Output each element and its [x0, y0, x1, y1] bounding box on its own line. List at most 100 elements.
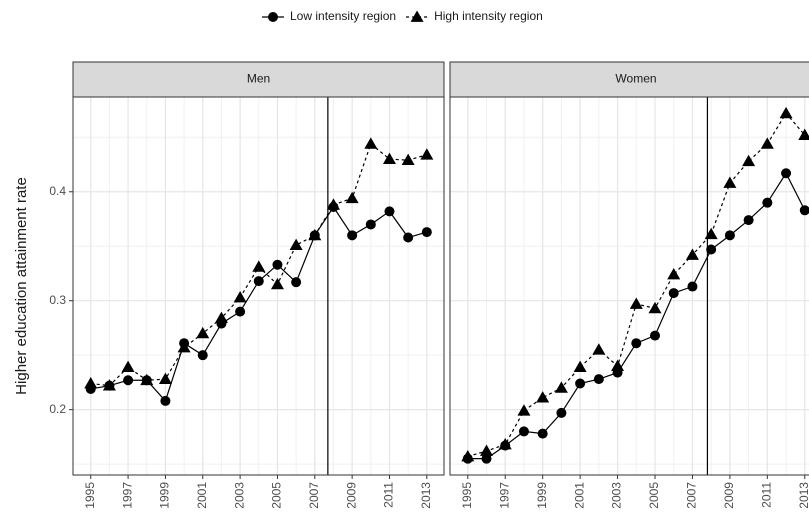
- x-tick-label: 2007: [685, 482, 699, 509]
- point: [762, 197, 773, 208]
- point: [158, 372, 172, 385]
- x-tick-label: 2011: [382, 482, 396, 508]
- point: [781, 168, 792, 179]
- point: [364, 137, 378, 149]
- point: [537, 428, 548, 439]
- point: [575, 378, 586, 389]
- x-tick-label: 1999: [535, 482, 549, 509]
- point: [121, 360, 135, 373]
- point: [480, 444, 494, 456]
- point: [421, 227, 432, 238]
- point: [779, 106, 793, 119]
- y-tick-label: 0.3: [49, 293, 66, 307]
- point: [798, 128, 809, 141]
- point: [743, 215, 754, 226]
- point: [573, 360, 587, 373]
- point: [724, 230, 735, 241]
- point: [102, 379, 116, 391]
- point: [611, 359, 625, 371]
- facet-title: Men: [247, 72, 270, 86]
- point: [308, 228, 322, 241]
- point: [214, 311, 228, 324]
- point: [498, 437, 512, 450]
- x-tick-label: 2007: [307, 482, 321, 509]
- y-tick-label: 0.2: [49, 402, 66, 416]
- x-tick-label: 2009: [722, 482, 736, 509]
- point: [326, 198, 340, 210]
- point: [253, 276, 264, 287]
- point: [177, 341, 191, 353]
- facet-strip: [449, 61, 809, 98]
- point: [667, 268, 681, 280]
- point: [704, 227, 718, 240]
- point: [687, 281, 698, 292]
- point: [347, 230, 358, 241]
- legend-marker: [410, 10, 424, 22]
- point: [668, 288, 679, 299]
- x-tick-label: 1997: [497, 482, 511, 509]
- point: [685, 248, 699, 260]
- legend-marker: [268, 12, 278, 22]
- x-tick-label: 2013: [419, 482, 433, 509]
- legend-label: High intensity region: [434, 9, 543, 23]
- point: [384, 206, 395, 217]
- x-tick-label: 2001: [195, 482, 209, 509]
- y-tick-label: 0.4: [49, 184, 66, 198]
- x-tick-label: 2005: [270, 482, 284, 509]
- x-tick-label: 1995: [460, 482, 474, 509]
- point: [517, 404, 531, 416]
- point: [420, 148, 434, 160]
- legend-label: Low intensity region: [290, 9, 396, 23]
- point: [365, 219, 376, 230]
- x-tick-label: 1999: [158, 482, 172, 509]
- point: [648, 301, 662, 314]
- panel-border: [449, 96, 809, 476]
- point: [706, 244, 717, 255]
- point: [481, 453, 492, 464]
- point: [382, 152, 396, 164]
- point: [289, 238, 303, 251]
- point: [518, 426, 529, 437]
- point: [403, 232, 414, 243]
- x-tick-label: 2013: [797, 482, 809, 509]
- x-tick-label: 1997: [120, 482, 134, 509]
- point: [556, 407, 567, 418]
- point: [160, 395, 171, 406]
- point: [252, 260, 266, 272]
- point: [593, 374, 604, 385]
- point: [235, 306, 246, 317]
- point: [123, 375, 134, 386]
- point: [742, 154, 756, 167]
- point: [461, 449, 475, 462]
- point: [760, 137, 774, 149]
- point: [272, 259, 283, 270]
- x-tick-label: 2009: [344, 482, 358, 509]
- point: [291, 277, 302, 288]
- point: [233, 290, 247, 303]
- facet-title: Women: [615, 72, 656, 86]
- point: [650, 330, 661, 341]
- point: [196, 326, 210, 339]
- x-tick-label: 2003: [232, 482, 246, 509]
- y-axis-label: Higher education attainment rate: [13, 177, 30, 395]
- point: [140, 373, 154, 386]
- point: [345, 191, 359, 204]
- point: [270, 277, 284, 290]
- panel-border: [72, 96, 445, 476]
- point: [629, 297, 643, 309]
- x-tick-label: 1995: [83, 482, 97, 509]
- point: [401, 153, 415, 166]
- x-tick-label: 2003: [610, 482, 624, 509]
- point: [592, 343, 606, 355]
- x-tick-label: 2011: [760, 482, 774, 508]
- point: [723, 176, 737, 188]
- point: [554, 381, 568, 393]
- panel-bg: [450, 97, 809, 475]
- point: [197, 350, 208, 361]
- point: [799, 205, 809, 216]
- x-tick-label: 2001: [572, 482, 586, 509]
- x-tick-label: 2005: [647, 482, 661, 509]
- point: [84, 376, 98, 389]
